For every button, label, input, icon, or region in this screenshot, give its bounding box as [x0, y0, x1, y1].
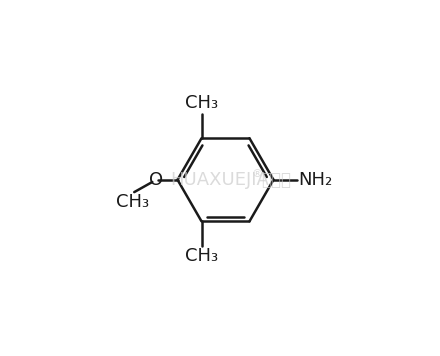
Text: O: O — [149, 171, 163, 189]
Text: CH₃: CH₃ — [185, 247, 218, 265]
Text: CH₃: CH₃ — [116, 194, 150, 211]
Text: HUAXUEJIA: HUAXUEJIA — [171, 171, 270, 189]
Text: ®: ® — [252, 169, 263, 179]
Text: CH₃: CH₃ — [185, 94, 218, 112]
Text: 化学加: 化学加 — [261, 171, 291, 189]
Text: NH₂: NH₂ — [298, 171, 332, 189]
